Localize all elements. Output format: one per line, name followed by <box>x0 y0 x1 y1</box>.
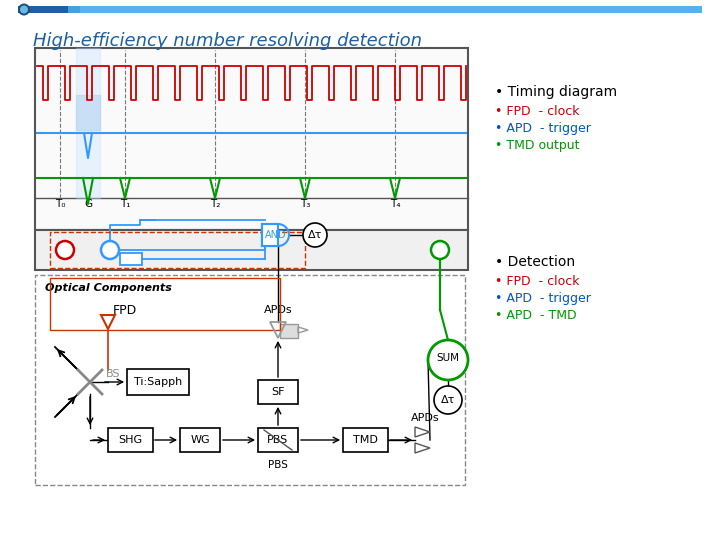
Text: • APD  - trigger: • APD - trigger <box>495 292 591 305</box>
Circle shape <box>428 340 468 380</box>
Bar <box>280 324 298 338</box>
Bar <box>180 428 220 452</box>
Text: • Timing diagram: • Timing diagram <box>495 85 617 99</box>
Text: Δτ: Δτ <box>441 395 455 405</box>
Text: PBS: PBS <box>267 435 289 445</box>
Text: • TMD output: • TMD output <box>495 139 580 152</box>
Bar <box>35 230 468 270</box>
Circle shape <box>101 241 119 259</box>
Text: • FPD  - clock: • FPD - clock <box>495 275 580 288</box>
Text: Ti:Sapph: Ti:Sapph <box>134 377 182 387</box>
Text: APDs: APDs <box>264 305 292 315</box>
Text: T₃: T₃ <box>300 199 310 209</box>
Bar <box>262 224 278 246</box>
Circle shape <box>20 5 28 14</box>
Bar <box>50 278 280 330</box>
Text: • FPD  - clock: • FPD - clock <box>495 105 580 118</box>
Text: T₀: T₀ <box>55 199 66 209</box>
Bar <box>50 232 305 268</box>
Text: G: G <box>84 199 92 209</box>
Text: High-efficiency number resolving detection: High-efficiency number resolving detecti… <box>33 32 422 50</box>
Bar <box>18 6 68 13</box>
Text: Optical Components: Optical Components <box>45 283 172 293</box>
Circle shape <box>56 241 74 259</box>
Text: Δτ: Δτ <box>308 230 322 240</box>
Circle shape <box>18 3 30 16</box>
Text: APDs: APDs <box>410 413 439 423</box>
Bar <box>107 428 153 452</box>
Text: AND: AND <box>265 230 287 240</box>
Text: PBS: PBS <box>268 460 288 470</box>
Bar <box>343 428 387 452</box>
Text: T₂: T₂ <box>210 199 220 209</box>
Text: SF: SF <box>271 387 284 397</box>
Text: T₁: T₁ <box>120 199 130 209</box>
Text: SHG: SHG <box>118 435 142 445</box>
Circle shape <box>431 241 449 259</box>
Bar <box>18 6 702 13</box>
Text: • Detection: • Detection <box>495 255 575 269</box>
Circle shape <box>434 386 462 414</box>
Bar <box>35 48 468 230</box>
Bar <box>35 275 465 485</box>
Text: T₄: T₄ <box>390 199 400 209</box>
Bar <box>127 369 189 395</box>
Text: WG: WG <box>190 435 210 445</box>
Text: TMD: TMD <box>353 435 377 445</box>
Text: • APD  - trigger: • APD - trigger <box>495 122 591 135</box>
Bar <box>258 380 298 404</box>
Text: SUM: SUM <box>436 353 459 363</box>
Circle shape <box>303 223 327 247</box>
Text: • APD  - TMD: • APD - TMD <box>495 309 577 322</box>
Text: BS: BS <box>106 369 120 379</box>
Bar <box>120 253 142 265</box>
Bar <box>80 6 702 13</box>
Text: FPD: FPD <box>113 303 138 316</box>
Bar <box>258 428 298 452</box>
